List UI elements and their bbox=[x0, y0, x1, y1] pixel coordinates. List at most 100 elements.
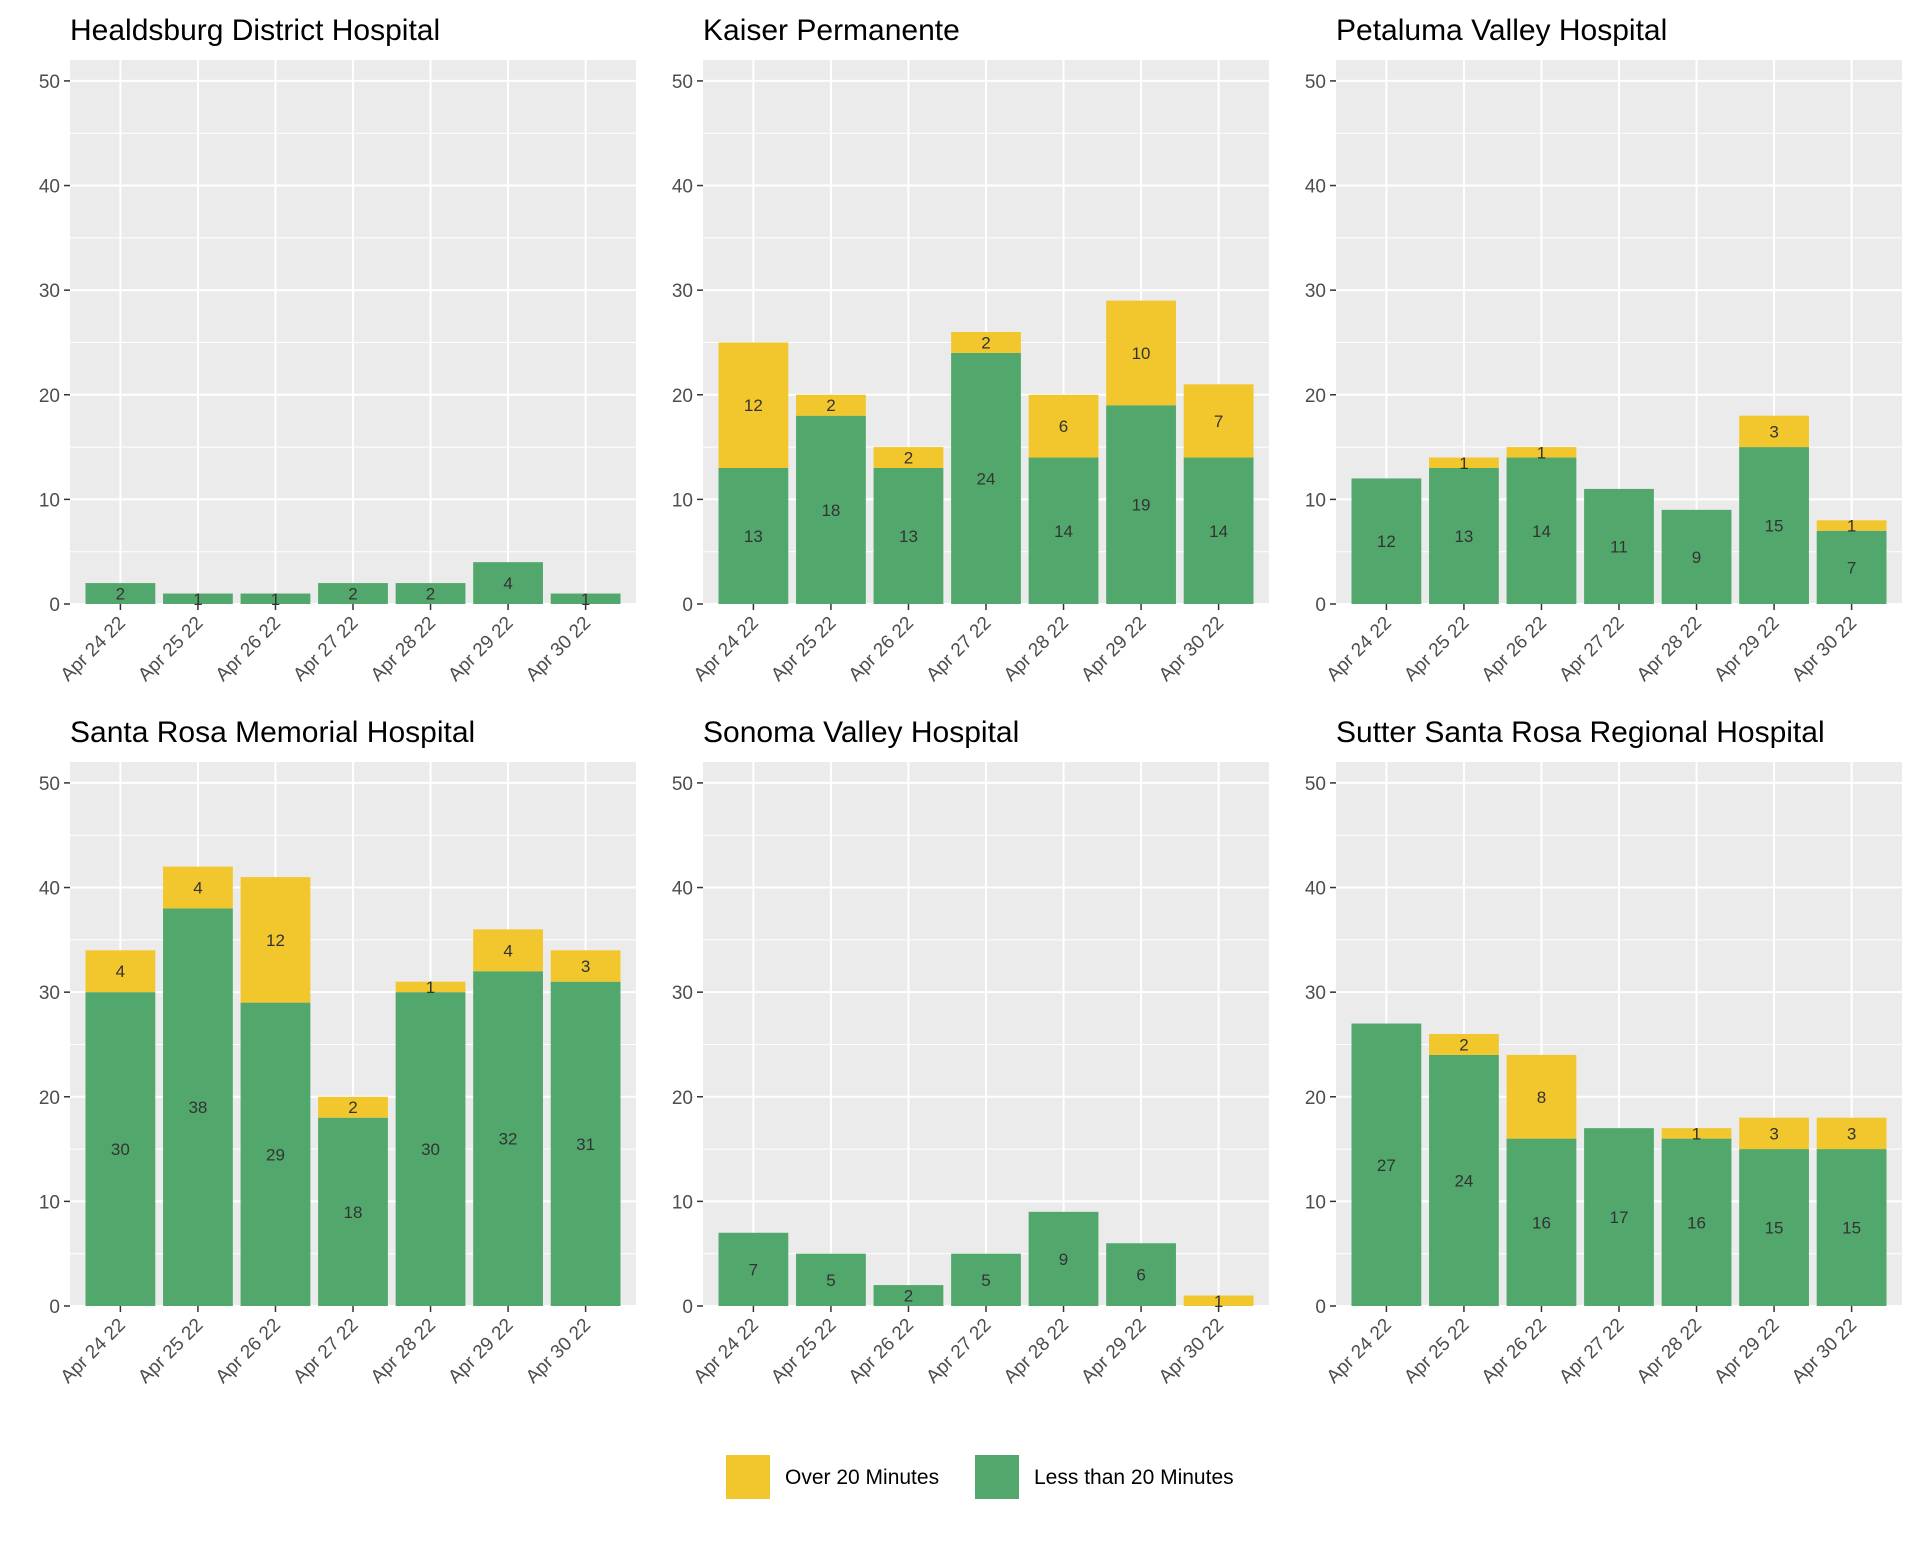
data-label-over: 1 bbox=[426, 978, 435, 997]
bar-over-20 bbox=[951, 332, 1021, 353]
data-label-less: 24 bbox=[977, 469, 996, 488]
x-tick-label: Apr 24 22 bbox=[1323, 1315, 1396, 1388]
data-label-less: 1 bbox=[581, 590, 590, 609]
data-label-less: 18 bbox=[821, 501, 840, 520]
bar-less-than-20 bbox=[1584, 488, 1654, 604]
legend-label-over: Over 20 Minutes bbox=[785, 1466, 939, 1489]
y-tick-label: 20 bbox=[672, 1088, 693, 1109]
x-tick-label: Apr 26 22 bbox=[845, 613, 918, 686]
data-label-over: 8 bbox=[1537, 1088, 1546, 1107]
y-tick-label: 10 bbox=[672, 1192, 693, 1213]
x-tick-label: Apr 25 22 bbox=[134, 613, 207, 686]
x-tick-label: Apr 26 22 bbox=[1478, 613, 1551, 686]
y-tick-label: 50 bbox=[39, 774, 60, 795]
bar-over-20 bbox=[1739, 415, 1809, 448]
data-label-less: 5 bbox=[981, 1271, 990, 1290]
data-label-less: 16 bbox=[1687, 1213, 1706, 1232]
bar-over-20 bbox=[1106, 300, 1176, 406]
data-label-less: 13 bbox=[899, 527, 918, 546]
bar-over-20 bbox=[1816, 1117, 1887, 1150]
x-tick-label: Apr 27 22 bbox=[289, 1315, 362, 1388]
x-tick-label: Apr 30 22 bbox=[522, 1315, 595, 1388]
data-label-over: 1 bbox=[1214, 1292, 1223, 1311]
data-label-less: 6 bbox=[1136, 1266, 1145, 1285]
legend-label-less: Less than 20 Minutes bbox=[1034, 1466, 1234, 1489]
x-tick-label: Apr 30 22 bbox=[1788, 1315, 1861, 1388]
bar-less-than-20 bbox=[395, 583, 466, 604]
x-tick-label: Apr 24 22 bbox=[57, 613, 130, 686]
bar-less-than-20 bbox=[1028, 1211, 1099, 1306]
bar-over-20 bbox=[1028, 394, 1099, 458]
bar-over-20 bbox=[85, 950, 156, 993]
x-tick-label: Apr 24 22 bbox=[57, 1315, 130, 1388]
x-tick-label: Apr 25 22 bbox=[767, 613, 840, 686]
bar-less-than-20 bbox=[85, 992, 156, 1306]
data-label-less: 30 bbox=[111, 1140, 130, 1159]
x-tick-label: Apr 26 22 bbox=[212, 613, 285, 686]
x-tick-label: Apr 27 22 bbox=[289, 613, 362, 686]
x-tick-label: Apr 28 22 bbox=[1633, 613, 1706, 686]
data-label-less: 1 bbox=[271, 590, 280, 609]
y-tick-label: 10 bbox=[1305, 1192, 1326, 1213]
y-tick-label: 10 bbox=[39, 490, 60, 511]
bar-over-20 bbox=[1506, 1054, 1577, 1139]
bar-over-20 bbox=[163, 866, 233, 909]
x-tick-label: Apr 25 22 bbox=[767, 1315, 840, 1388]
bar-less-than-20 bbox=[1661, 1138, 1732, 1306]
facet-panel: Kaiser Permanente 0 10 20 30 40 50 13 12 Apr 24 2… bbox=[672, 14, 1269, 686]
data-label-less: 2 bbox=[116, 585, 125, 604]
data-label-less: 9 bbox=[1059, 1250, 1068, 1269]
data-label-less: 14 bbox=[1054, 522, 1073, 541]
x-tick-label: Apr 29 22 bbox=[1077, 1315, 1150, 1388]
facet-panel: Sutter Santa Rosa Regional Hospital 0 10 20… bbox=[1305, 716, 1902, 1388]
y-tick-label: 40 bbox=[39, 177, 60, 198]
x-tick-label: Apr 29 22 bbox=[444, 1315, 517, 1388]
bar-over-20 bbox=[1183, 1295, 1254, 1306]
bar-over-20 bbox=[1429, 457, 1499, 468]
x-tick-label: Apr 24 22 bbox=[1323, 613, 1396, 686]
legend-swatch-over bbox=[726, 1455, 770, 1499]
bar-less-than-20 bbox=[1183, 457, 1254, 604]
data-label-less: 14 bbox=[1209, 522, 1228, 541]
bar-over-20 bbox=[718, 342, 789, 468]
bar-less-than-20 bbox=[873, 468, 944, 604]
y-tick-label: 20 bbox=[672, 386, 693, 407]
y-tick-label: 30 bbox=[1305, 281, 1326, 302]
data-label-over: 10 bbox=[1132, 344, 1151, 363]
facet-panel: Healdsburg District Hospital 0 10 20 30 40 50 2… bbox=[39, 14, 636, 686]
data-label-less: 38 bbox=[188, 1098, 207, 1117]
bar-over-20 bbox=[1506, 447, 1577, 458]
x-tick-label: Apr 26 22 bbox=[212, 1315, 285, 1388]
data-label-over: 1 bbox=[1537, 443, 1546, 462]
bar-less-than-20 bbox=[1816, 530, 1887, 604]
bar-less-than-20 bbox=[1429, 1054, 1499, 1306]
panel-title: Petaluma Valley Hospital bbox=[1336, 14, 1667, 47]
x-tick-label: Apr 29 22 bbox=[1077, 613, 1150, 686]
x-tick-label: Apr 25 22 bbox=[1400, 1315, 1473, 1388]
y-tick-label: 20 bbox=[39, 386, 60, 407]
data-label-less: 18 bbox=[344, 1203, 363, 1222]
panel-title: Sutter Santa Rosa Regional Hospital bbox=[1336, 716, 1825, 749]
bar-over-20 bbox=[318, 1096, 388, 1118]
bar-less-than-20 bbox=[1584, 1128, 1654, 1306]
bar-less-than-20 bbox=[1661, 509, 1732, 604]
x-tick-label: Apr 29 22 bbox=[444, 613, 517, 686]
data-label-less: 13 bbox=[1454, 527, 1473, 546]
data-label-over: 4 bbox=[193, 879, 202, 898]
x-tick-label: Apr 27 22 bbox=[1555, 1315, 1628, 1388]
data-label-less: 15 bbox=[1765, 1219, 1784, 1238]
data-label-less: 15 bbox=[1842, 1219, 1861, 1238]
x-tick-label: Apr 30 22 bbox=[1155, 1315, 1228, 1388]
x-tick-label: Apr 30 22 bbox=[522, 613, 595, 686]
data-label-over: 1 bbox=[1692, 1124, 1701, 1143]
x-tick-label: Apr 27 22 bbox=[922, 1315, 995, 1388]
x-tick-label: Apr 28 22 bbox=[1000, 1315, 1073, 1388]
y-tick-label: 10 bbox=[672, 490, 693, 511]
data-label-less: 19 bbox=[1132, 496, 1151, 515]
bar-over-20 bbox=[395, 981, 466, 993]
data-label-over: 3 bbox=[1769, 1124, 1778, 1143]
x-tick-label: Apr 24 22 bbox=[690, 1315, 763, 1388]
data-label-over: 3 bbox=[581, 957, 590, 976]
data-label-less: 29 bbox=[266, 1145, 285, 1164]
